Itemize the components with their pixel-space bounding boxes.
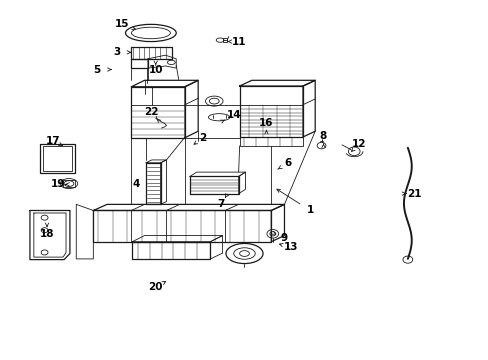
Bar [40, 144, 75, 173]
Text: 15: 15 [114, 19, 129, 30]
Text: 17: 17 [46, 136, 61, 146]
Text: 6: 6 [284, 158, 291, 168]
Bar [222, 39, 227, 42]
Text: 10: 10 [148, 65, 163, 75]
Text: 4: 4 [132, 179, 140, 189]
Bar [63, 180, 75, 187]
Text: 13: 13 [283, 242, 298, 252]
Text: 9: 9 [280, 233, 287, 243]
Text: 8: 8 [319, 131, 326, 141]
Text: 22: 22 [143, 107, 158, 117]
Text: 12: 12 [351, 139, 366, 149]
Text: 20: 20 [148, 282, 163, 292]
Text: 2: 2 [199, 133, 206, 143]
Text: 14: 14 [226, 111, 241, 121]
Text: 7: 7 [217, 199, 224, 210]
Bar [42, 146, 72, 171]
Text: 21: 21 [406, 189, 421, 199]
Text: 11: 11 [231, 37, 245, 46]
Text: 5: 5 [93, 64, 101, 75]
Text: 16: 16 [259, 118, 273, 128]
Text: 3: 3 [113, 47, 120, 57]
Text: 19: 19 [51, 179, 65, 189]
Text: 1: 1 [306, 206, 313, 216]
Text: 18: 18 [40, 229, 54, 239]
